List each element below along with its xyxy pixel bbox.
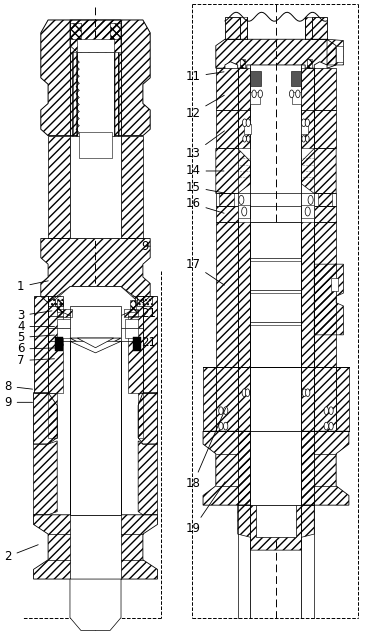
Polygon shape	[70, 338, 121, 351]
Text: 13: 13	[186, 131, 224, 160]
Polygon shape	[70, 341, 121, 353]
Bar	[137, 296, 152, 306]
Bar	[70, 136, 121, 238]
Bar	[292, 92, 302, 104]
Circle shape	[290, 90, 294, 98]
Bar	[57, 319, 70, 328]
Bar	[57, 328, 70, 338]
Circle shape	[308, 195, 313, 204]
Bar	[77, 39, 114, 52]
Bar	[302, 205, 314, 218]
Bar	[250, 92, 259, 104]
Bar	[239, 17, 247, 39]
Bar	[126, 319, 138, 328]
Circle shape	[302, 119, 306, 127]
Circle shape	[224, 422, 228, 430]
Text: 5: 5	[17, 331, 55, 344]
Circle shape	[219, 407, 223, 415]
Text: 3: 3	[17, 309, 52, 322]
Circle shape	[324, 407, 328, 415]
Bar	[291, 71, 302, 86]
Circle shape	[239, 195, 244, 204]
Bar	[70, 306, 121, 341]
Text: 7: 7	[17, 354, 55, 367]
Bar	[250, 431, 302, 505]
Circle shape	[305, 119, 310, 127]
Bar	[55, 337, 63, 351]
Bar	[57, 309, 72, 317]
Bar	[250, 222, 302, 367]
Bar	[79, 133, 112, 158]
Circle shape	[252, 90, 256, 98]
Text: 16: 16	[186, 197, 224, 213]
Circle shape	[219, 422, 223, 430]
Text: 19: 19	[186, 482, 225, 535]
Circle shape	[329, 422, 333, 430]
Bar	[239, 59, 245, 68]
Bar	[330, 278, 338, 291]
Circle shape	[242, 389, 246, 397]
Polygon shape	[77, 338, 114, 348]
Text: 21: 21	[137, 336, 156, 349]
Text: 9: 9	[141, 240, 150, 252]
Text: 1: 1	[17, 280, 48, 293]
Text: 11: 11	[186, 70, 224, 83]
Bar	[77, 52, 114, 162]
Bar	[243, 124, 251, 134]
Circle shape	[302, 136, 306, 142]
Circle shape	[224, 407, 228, 415]
Text: 18: 18	[186, 408, 226, 491]
Bar	[126, 328, 138, 338]
Bar	[70, 341, 121, 515]
Bar	[238, 205, 250, 218]
Bar	[70, 515, 121, 579]
Circle shape	[243, 136, 246, 142]
Circle shape	[242, 207, 247, 216]
Text: 12: 12	[186, 95, 224, 120]
Circle shape	[246, 119, 250, 127]
Bar	[305, 17, 313, 39]
Circle shape	[302, 389, 307, 397]
Bar	[250, 71, 261, 86]
Bar	[110, 23, 121, 39]
Text: 6: 6	[17, 343, 60, 355]
Circle shape	[305, 207, 310, 216]
Bar	[301, 124, 309, 134]
Bar	[336, 46, 343, 62]
Circle shape	[258, 90, 262, 98]
Bar	[130, 299, 135, 312]
Bar	[256, 505, 296, 537]
Text: 14: 14	[186, 164, 224, 178]
Text: 2: 2	[4, 545, 38, 563]
Text: 21: 21	[137, 307, 156, 320]
Circle shape	[329, 407, 333, 415]
Circle shape	[245, 389, 250, 397]
Bar	[250, 367, 302, 431]
Polygon shape	[55, 287, 135, 316]
Text: 17: 17	[186, 258, 224, 285]
Bar	[57, 299, 63, 312]
Circle shape	[324, 422, 328, 430]
Circle shape	[296, 90, 300, 98]
Circle shape	[242, 119, 247, 127]
Bar	[70, 23, 81, 39]
Text: 9: 9	[4, 396, 33, 409]
Text: 8: 8	[4, 380, 33, 393]
Text: 15: 15	[186, 180, 224, 194]
Bar	[48, 296, 63, 306]
Bar	[124, 309, 138, 317]
Polygon shape	[70, 579, 121, 630]
Text: 4: 4	[17, 320, 55, 333]
Circle shape	[306, 136, 309, 142]
Bar	[307, 59, 313, 68]
Circle shape	[246, 136, 250, 142]
Circle shape	[306, 389, 310, 397]
Bar	[133, 337, 141, 351]
